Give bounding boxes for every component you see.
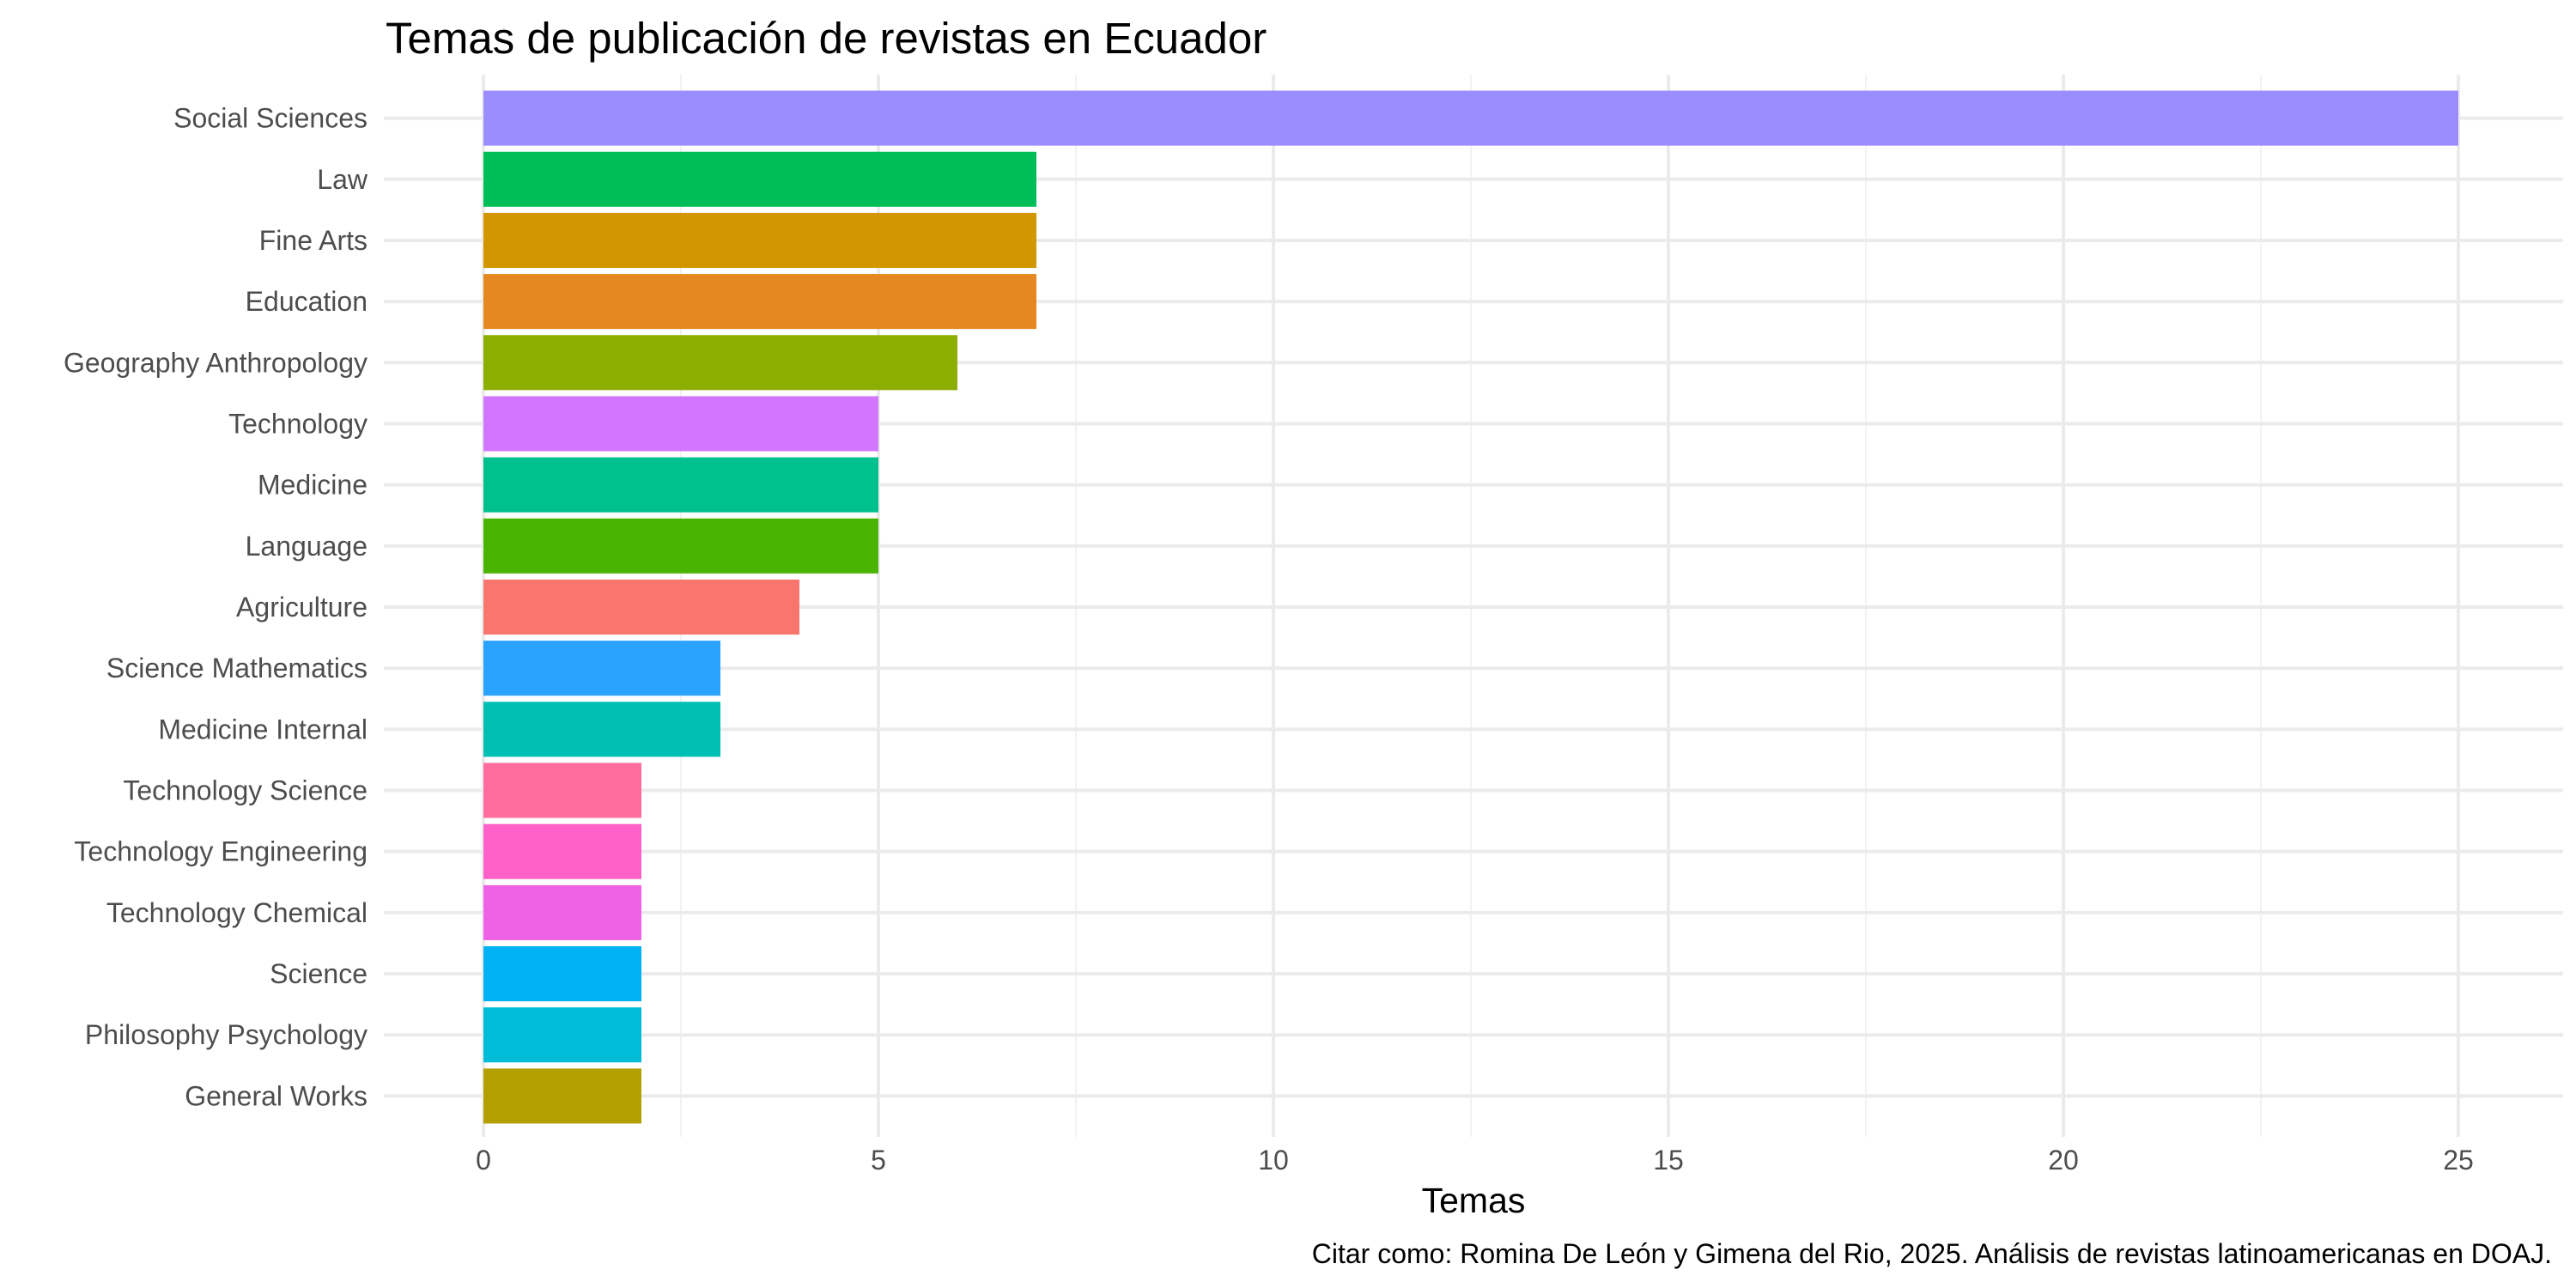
bar-fine-arts xyxy=(483,212,1036,268)
y-tick-label: Technology xyxy=(228,408,368,439)
y-tick-label: Language xyxy=(246,531,368,562)
x-tick-label: 15 xyxy=(1653,1145,1684,1176)
bar-general-works xyxy=(483,1068,641,1124)
chart-caption: Citar como: Romina De León y Gimena del … xyxy=(1312,1238,2552,1269)
y-tick-label: Technology Science xyxy=(123,775,368,806)
x-tick-label: 5 xyxy=(871,1145,886,1176)
x-tick-label: 20 xyxy=(2048,1145,2079,1176)
y-tick-label: Agriculture xyxy=(236,592,368,623)
y-tick-label: Technology Engineering xyxy=(74,836,368,867)
bar-layer xyxy=(483,90,2458,1124)
y-tick-label: Medicine Internal xyxy=(158,714,368,744)
bar-technology-engineering xyxy=(483,823,641,879)
bar-language xyxy=(483,518,878,574)
x-tick-label: 10 xyxy=(1258,1145,1289,1176)
y-tick-labels: Social Sciences Law Fine Arts Education Geog… xyxy=(64,103,368,1112)
y-tick-label: General Works xyxy=(185,1080,368,1111)
y-tick-label: Education xyxy=(246,286,368,317)
y-tick-label: Philosophy Psychology xyxy=(85,1019,368,1050)
bar-technology-chemical xyxy=(483,884,641,940)
bar-law xyxy=(483,151,1036,207)
x-tick-label: 0 xyxy=(476,1145,491,1176)
y-tick-label: Law xyxy=(317,164,368,195)
bar-medicine xyxy=(483,457,878,513)
y-tick-label: Fine Arts xyxy=(259,225,368,256)
bar-social-sciences xyxy=(483,90,2458,146)
bar-philosophy-psychology xyxy=(483,1007,641,1063)
y-tick-label: Geography Anthropology xyxy=(64,347,368,378)
y-tick-label: Science Mathematics xyxy=(106,653,368,683)
bar-science xyxy=(483,946,641,1002)
bar-medicine-internal xyxy=(483,702,720,757)
bar-technology-science xyxy=(483,762,641,818)
y-tick-label: Medicine xyxy=(258,470,368,501)
y-tick-label: Technology Chemical xyxy=(106,897,368,928)
y-tick-label: Science xyxy=(270,958,368,989)
chart-title: Temas de publicación de revistas en Ecua… xyxy=(386,14,1267,63)
bar-technology xyxy=(483,396,878,452)
bar-science-mathematics xyxy=(483,641,720,696)
bar-education xyxy=(483,274,1036,330)
bar-agriculture xyxy=(483,579,799,635)
bar-geography-anthropology xyxy=(483,335,957,391)
y-tick-label: Social Sciences xyxy=(173,103,368,134)
x-tick-labels: 0 5 10 15 20 25 xyxy=(476,1145,2474,1176)
x-tick-label: 25 xyxy=(2443,1145,2474,1176)
x-axis-title: Temas xyxy=(1422,1181,1526,1220)
